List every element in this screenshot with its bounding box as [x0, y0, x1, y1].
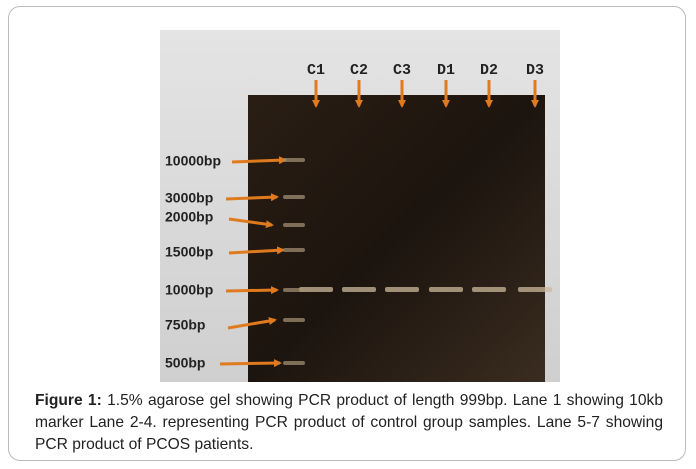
- page: C1 C2 C3 D1 D2 D3 10000bp 3000bp 2000bp 1500bp 10…: [0, 0, 696, 469]
- gel: [248, 95, 545, 382]
- ladder-band: [283, 318, 305, 322]
- marker-arrow: [220, 363, 280, 364]
- gel-band: [429, 287, 463, 292]
- marker-label: 2000bp: [165, 209, 213, 225]
- marker-label: 3000bp: [165, 190, 213, 206]
- caption-label: Figure 1:: [35, 392, 102, 409]
- ladder-band: [283, 223, 305, 227]
- gel-band: [385, 287, 419, 292]
- marker-label: 750bp: [165, 317, 205, 333]
- lane-label: D1: [437, 62, 455, 79]
- lane-label: C1: [307, 62, 325, 79]
- lane-label: C3: [393, 62, 411, 79]
- gel-band: [342, 287, 376, 292]
- marker-arrow: [226, 290, 277, 291]
- lane-label: D2: [480, 62, 498, 79]
- ladder-band: [283, 248, 305, 252]
- marker-arrow: [232, 160, 285, 162]
- caption: Figure 1: 1.5% agarose gel showing PCR p…: [35, 390, 663, 456]
- marker-label: 10000bp: [165, 153, 221, 169]
- marker-arrow: [226, 197, 277, 199]
- ladder-band: [283, 288, 305, 292]
- marker-label: 1000bp: [165, 282, 213, 298]
- ladder-band: [283, 361, 305, 365]
- caption-text: 1.5% agarose gel showing PCR product of …: [35, 392, 663, 453]
- gel-band: [472, 287, 506, 292]
- ladder-band: [283, 195, 305, 199]
- lane-label: D3: [526, 62, 544, 79]
- marker-label: 500bp: [165, 355, 205, 371]
- ladder-band: [283, 158, 305, 162]
- gel-band: [518, 287, 552, 292]
- marker-label: 1500bp: [165, 244, 213, 260]
- lane-label: C2: [350, 62, 368, 79]
